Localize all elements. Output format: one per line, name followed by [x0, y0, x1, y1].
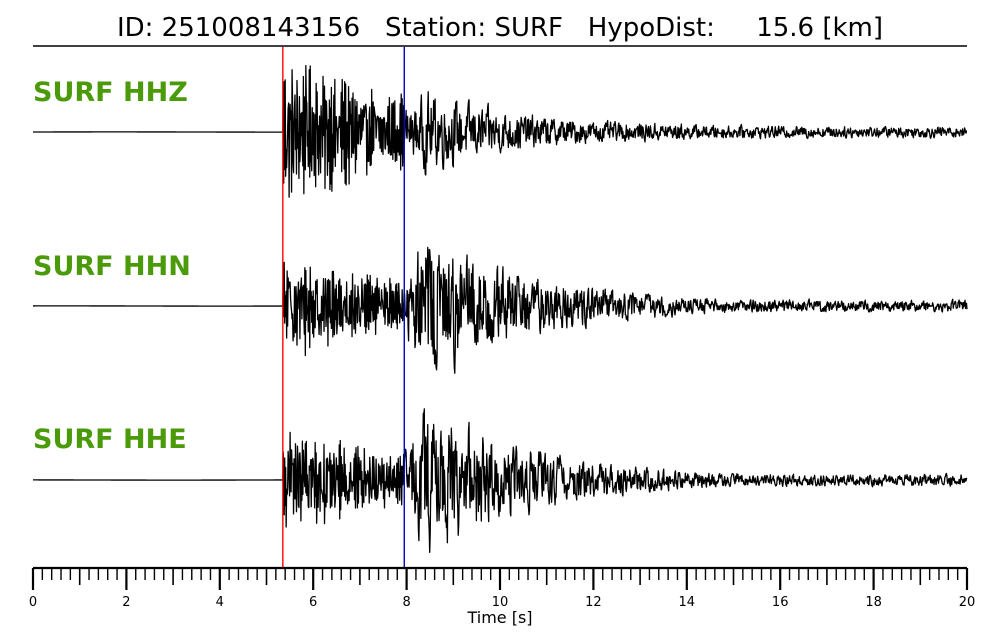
- x-tick-label: 0: [29, 595, 37, 610]
- x-tick-label: 4: [216, 595, 224, 610]
- x-tick-label: 8: [402, 595, 410, 610]
- x-tick-label: 16: [772, 595, 789, 610]
- trace-line-surf-hhn: [32, 246, 968, 374]
- trace-label-surf-hhn: SURF HHN: [33, 251, 191, 282]
- phase-picks-group: [282, 47, 405, 568]
- trace-labels-group: SURF HHZ SURF HHN SURF HHE: [33, 77, 191, 455]
- chart-title: ID: 251008143156 Station: SURF HypoDist:…: [117, 13, 883, 43]
- trace-label-surf-hhz: SURF HHZ: [33, 77, 188, 108]
- x-tick-label: 18: [865, 595, 882, 610]
- trace-line-surf-hhz: [32, 64, 968, 198]
- x-tick-label: 14: [679, 595, 696, 610]
- traces-group: [32, 64, 968, 554]
- time-axis: 0 2 4 6 8 10 12 14 16 18 20: [29, 566, 976, 610]
- x-tick-label: 6: [309, 595, 317, 610]
- x-tick-label: 20: [959, 595, 976, 610]
- x-tick-label: 12: [585, 595, 602, 610]
- x-tick-label: 2: [122, 595, 130, 610]
- x-axis-label: Time [s]: [466, 608, 532, 627]
- x-tick-label: 10: [492, 595, 509, 610]
- trace-label-surf-hhe: SURF HHE: [33, 424, 187, 455]
- trace-line-surf-hhe: [32, 408, 968, 554]
